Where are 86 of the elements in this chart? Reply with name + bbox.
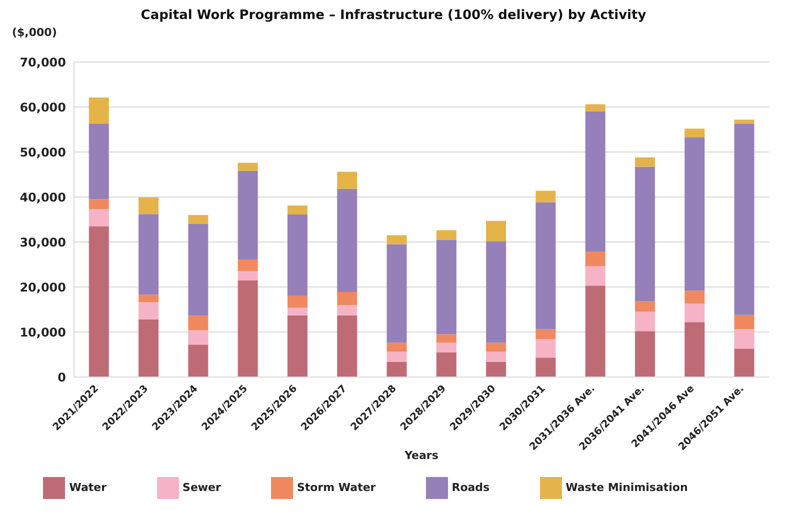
- y-tick-label: 20,000: [20, 280, 66, 294]
- bar: [436, 240, 456, 334]
- y-tick-label: 40,000: [20, 190, 66, 204]
- bar: [138, 319, 159, 377]
- bar: [188, 215, 208, 224]
- bar: [287, 315, 308, 377]
- bar: [88, 226, 109, 377]
- bar: [287, 214, 308, 296]
- bar: [337, 188, 358, 292]
- chart-title: Capital Work Programme – Infrastructure (100% delivery) by Activity: [140, 8, 648, 23]
- bar: [238, 280, 258, 377]
- bar: [634, 301, 655, 312]
- bar: [287, 206, 308, 215]
- bar: [734, 120, 754, 124]
- bar: [436, 334, 456, 343]
- bar: [337, 292, 358, 305]
- bar: [337, 315, 358, 377]
- bar: [238, 260, 258, 272]
- bar: [88, 199, 109, 210]
- bar: [436, 230, 456, 240]
- x-axis-title: Years: [404, 449, 439, 462]
- y-tick-label: 10,000: [20, 325, 66, 340]
- bar: [585, 286, 606, 377]
- bar: [684, 304, 705, 322]
- bar: [486, 342, 506, 352]
- bar: [188, 224, 208, 316]
- bar: [238, 162, 258, 171]
- bar: [536, 339, 556, 358]
- bar: [684, 290, 705, 304]
- legend-label: Roads: [452, 481, 490, 494]
- bar: [486, 352, 506, 362]
- bar: [634, 331, 655, 377]
- bar: [188, 344, 208, 377]
- bar: [486, 220, 506, 242]
- bar: [188, 316, 208, 330]
- bar: [138, 214, 159, 295]
- bar: [734, 329, 754, 349]
- bar: [536, 358, 556, 377]
- bar: [337, 172, 358, 189]
- bar: [238, 170, 258, 260]
- bar: [684, 322, 705, 377]
- bar: [386, 362, 407, 377]
- bar: [436, 352, 456, 377]
- bar: [386, 235, 407, 244]
- y-tick-label: 70,000: [20, 55, 66, 70]
- bar: [138, 197, 159, 214]
- bar: [337, 305, 358, 316]
- bar: [486, 362, 506, 377]
- bar: [585, 251, 606, 266]
- bar: [585, 104, 606, 112]
- bar: [684, 137, 705, 291]
- bar: [634, 157, 655, 167]
- bar: [536, 190, 556, 202]
- bar: [585, 266, 606, 286]
- y-tick-label: 60,000: [20, 100, 66, 114]
- bar: [138, 302, 159, 320]
- legend-label: Storm Water: [296, 481, 376, 494]
- bar: [287, 296, 308, 308]
- bar: [684, 128, 705, 138]
- bar: [486, 241, 506, 343]
- bar: [88, 98, 109, 124]
- legend-label: Water: [69, 481, 107, 494]
- bar: [634, 166, 655, 302]
- bar: [734, 124, 754, 315]
- bar: [287, 308, 308, 316]
- y-axis-title: ($,000): [12, 26, 57, 39]
- bar: [386, 244, 407, 343]
- bar: [734, 348, 754, 377]
- y-tick-label: 50,000: [20, 145, 66, 160]
- bar: [386, 342, 407, 352]
- bar: [386, 352, 407, 362]
- bar: [88, 209, 109, 226]
- legend-label: Waste Minimisation: [566, 481, 688, 494]
- bar: [88, 124, 109, 200]
- bar: [585, 112, 606, 252]
- bar: [238, 271, 258, 280]
- bar: [138, 294, 159, 302]
- bar: [536, 329, 556, 340]
- bar: [188, 330, 208, 345]
- bar: [536, 202, 556, 330]
- bar: [634, 312, 655, 332]
- y-tick-label: 0: [58, 370, 66, 384]
- bar: [436, 342, 456, 352]
- y-tick-label: 30,000: [20, 235, 66, 250]
- legend-label: Sewer: [182, 481, 221, 494]
- bar: [734, 314, 754, 330]
